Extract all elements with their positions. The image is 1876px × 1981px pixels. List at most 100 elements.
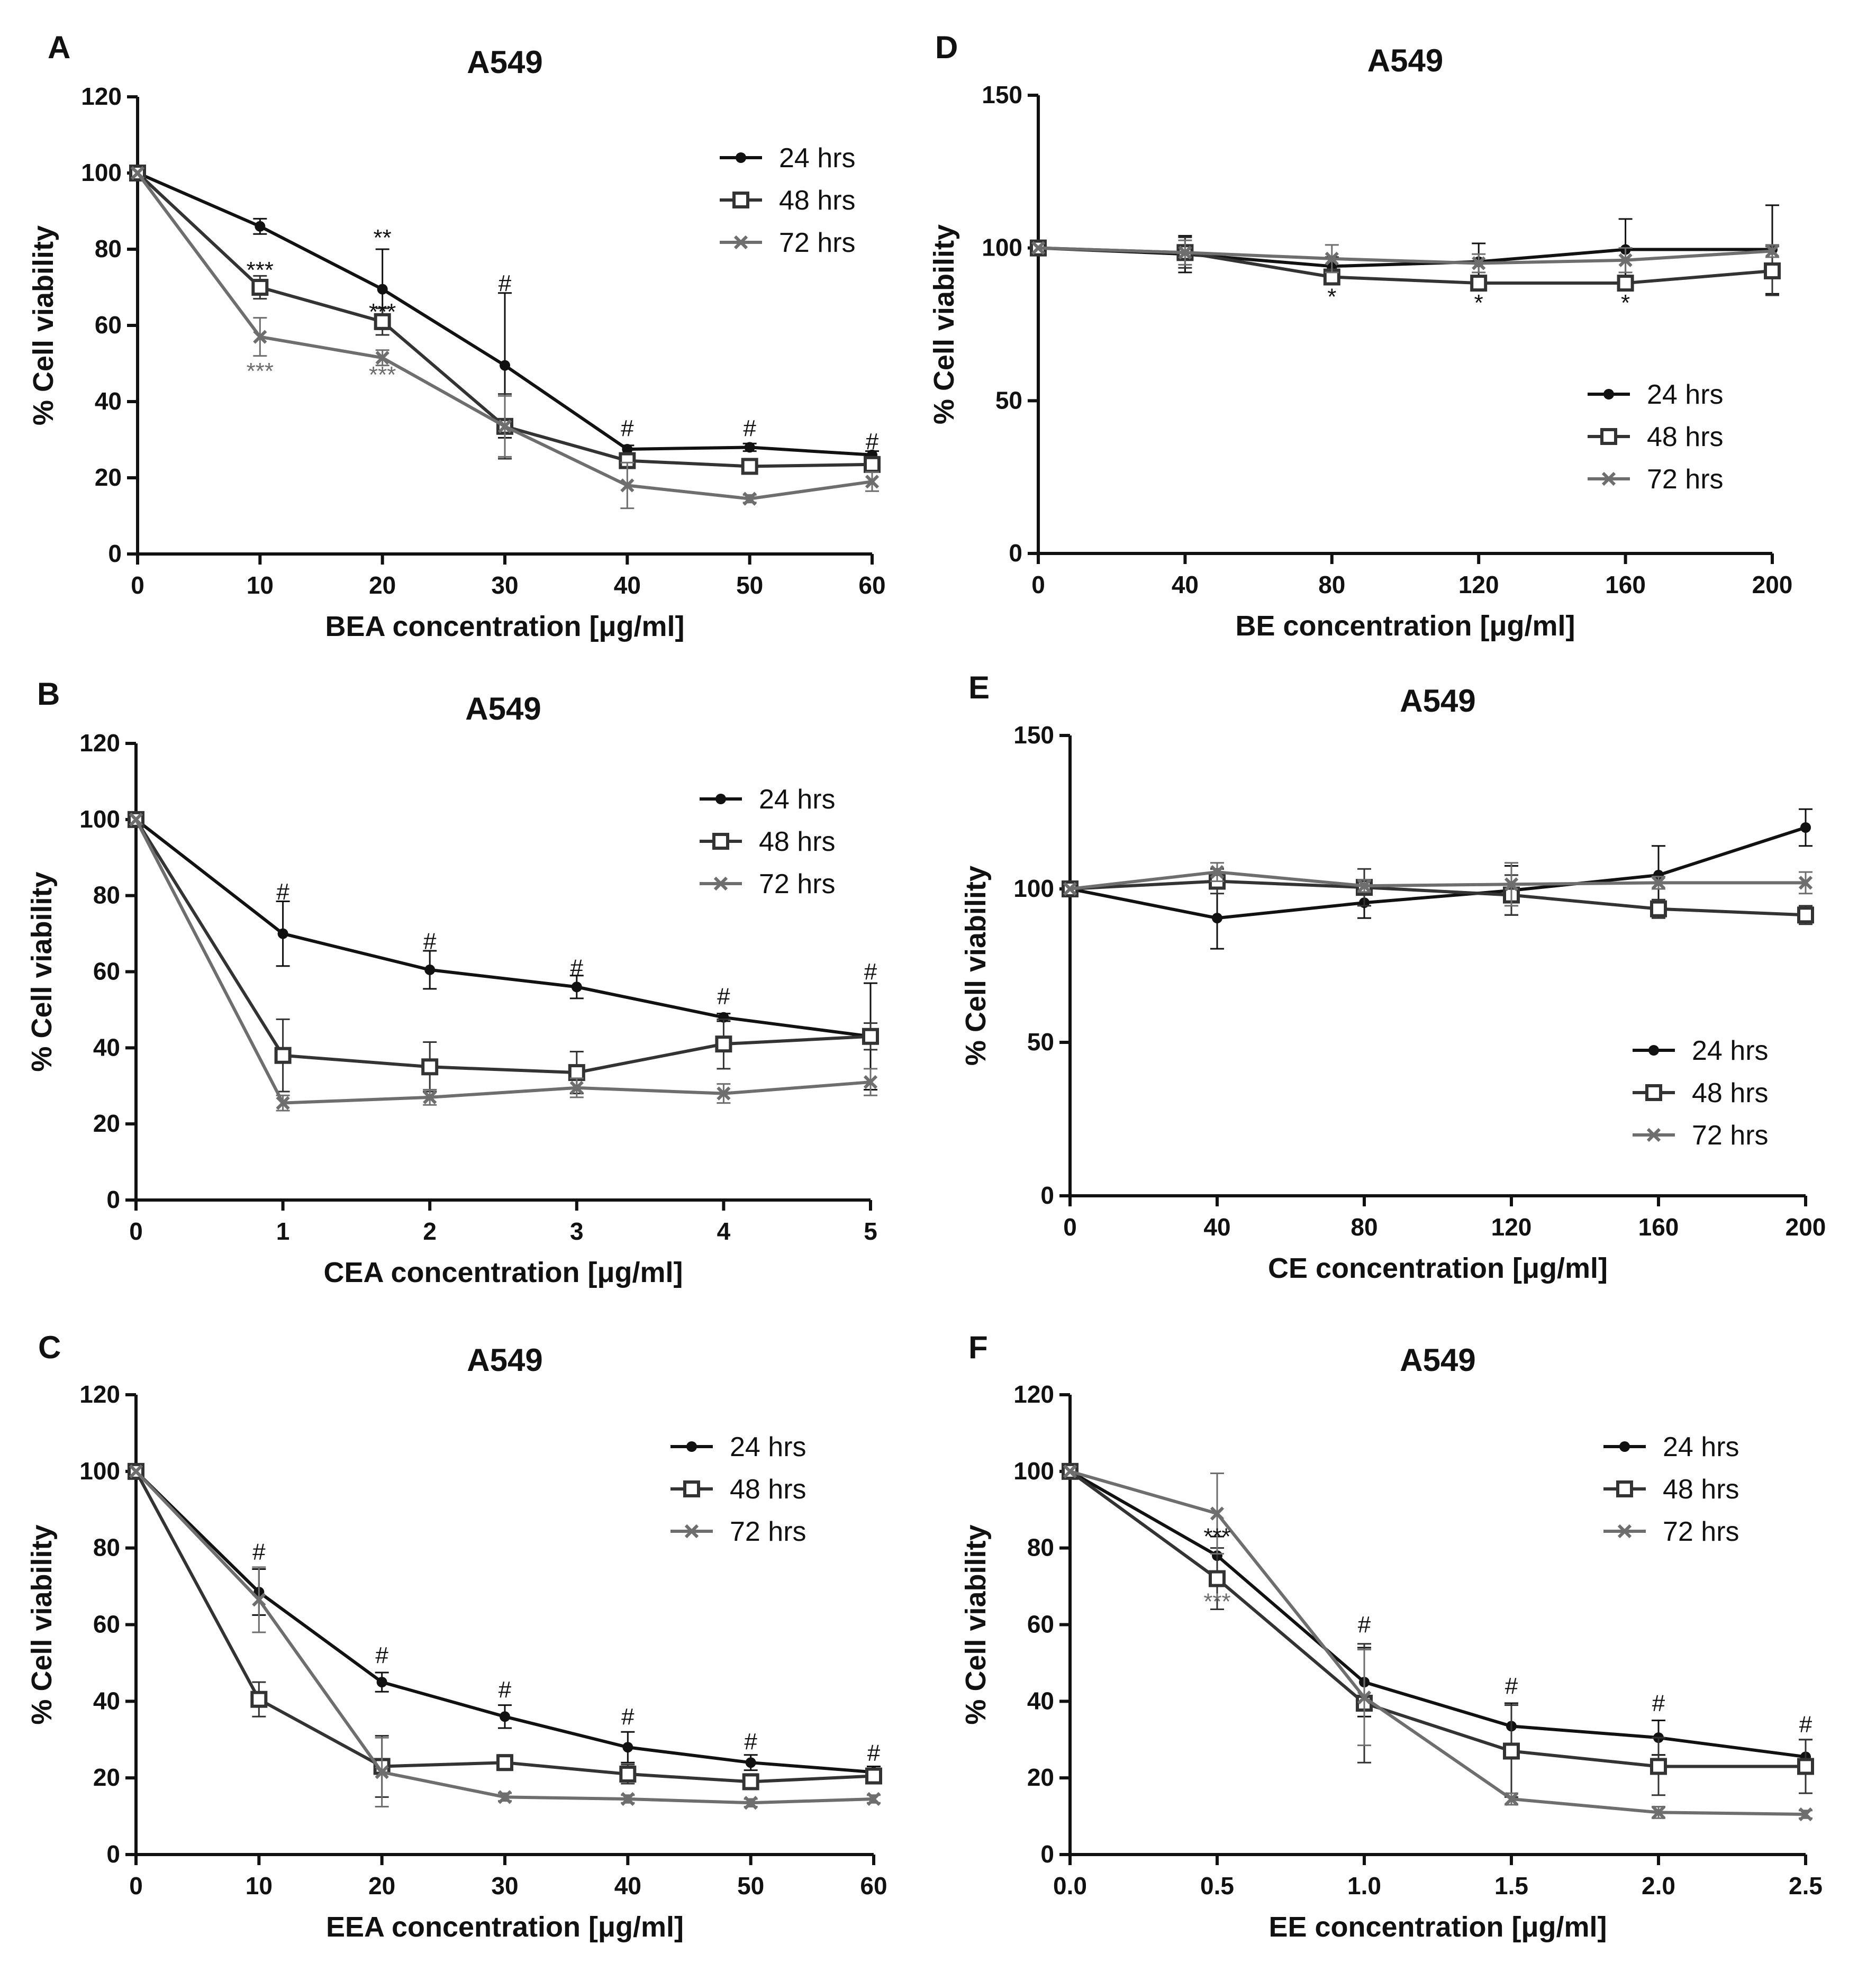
y-tick-label: 50 (1027, 1028, 1054, 1056)
x-tick-label: 20 (369, 571, 396, 599)
significance-marker: *** (1203, 1589, 1230, 1615)
data-point (1653, 869, 1664, 880)
x-tick-label: 1.0 (1347, 1872, 1381, 1900)
data-point (865, 1767, 882, 1785)
chart-title: A549 (1367, 43, 1443, 78)
legend-label: 48 hrs (730, 1474, 806, 1505)
series-line (1070, 879, 1806, 917)
legend-label: 72 hrs (1647, 464, 1724, 495)
y-tick-label: 80 (95, 235, 122, 262)
series-line (1070, 826, 1806, 920)
x-tick-label: 60 (860, 1872, 887, 1900)
x-tick-label: 50 (737, 1872, 764, 1900)
legend-marker (1645, 1084, 1662, 1101)
data-point (1212, 913, 1222, 924)
data-point (130, 166, 145, 180)
data-point (255, 221, 266, 232)
data-point (1063, 1464, 1077, 1478)
y-tick-label: 20 (1027, 1764, 1054, 1791)
y-tick-label: 20 (95, 464, 122, 491)
y-tick-label: 80 (93, 1534, 120, 1561)
x-tick-label: 40 (614, 571, 641, 599)
panel-letter: B (37, 676, 60, 712)
x-tick-label: 30 (491, 571, 518, 599)
x-tick-label: 0 (1031, 571, 1045, 598)
data-point (745, 1757, 756, 1768)
y-tick-label: 100 (1013, 1457, 1054, 1485)
y-tick-label: 100 (79, 1457, 120, 1485)
series-line (135, 818, 871, 1038)
legend-marker (713, 876, 728, 891)
legend-marker (1648, 1045, 1659, 1056)
x-tick-label: 40 (1203, 1213, 1230, 1241)
legend-label: 48 hrs (1647, 422, 1724, 452)
y-tick-label: 100 (81, 159, 122, 186)
legend-marker (712, 833, 729, 850)
x-axis-label: CE concentration [μg/ml] (1268, 1252, 1608, 1284)
y-tick-label: 0 (106, 1840, 120, 1868)
significance-marker: # (499, 270, 512, 296)
y-axis-label: % Cell viability (26, 1524, 58, 1724)
legend-marker (683, 1480, 700, 1497)
y-tick-label: 60 (93, 958, 120, 985)
data-point (621, 1792, 635, 1806)
significance-marker: # (621, 1704, 635, 1730)
legend-label: 24 hrs (1663, 1432, 1739, 1462)
data-point (424, 964, 436, 975)
series-72-hrs (1063, 1464, 1813, 1822)
panel-letter: F (968, 1330, 988, 1365)
data-point (1210, 1506, 1225, 1521)
legend: 24 hrs 48 hrs 72 hrs (700, 784, 836, 899)
legend-label: 24 hrs (1647, 379, 1724, 410)
y-tick-label: 150 (982, 81, 1022, 108)
x-axis-label: BEA concentration [μg/ml] (325, 611, 684, 642)
x-tick-label: 160 (1605, 571, 1646, 598)
significance-marker: # (499, 1677, 512, 1703)
data-point (1651, 876, 1666, 890)
significance-marker: *** (247, 257, 274, 283)
data-point (252, 1593, 266, 1607)
data-point (1798, 1807, 1813, 1822)
x-tick-label: 5 (864, 1217, 877, 1245)
y-tick-label: 60 (1027, 1611, 1054, 1638)
data-point (1618, 253, 1633, 267)
x-tick-label: 200 (1752, 571, 1793, 598)
x-tick-label: 0 (129, 1217, 143, 1245)
data-point (1504, 877, 1519, 892)
legend: 24 hrs 48 hrs 72 hrs (1633, 1035, 1769, 1151)
legend-marker (686, 1441, 697, 1452)
data-point (375, 351, 389, 365)
data-point (250, 1691, 268, 1708)
y-tick-label: 80 (1027, 1534, 1054, 1561)
legend-label: 48 hrs (779, 185, 856, 216)
series-24-hrs (131, 1466, 881, 1779)
y-tick-label: 0 (106, 1186, 120, 1213)
data-point (421, 1058, 439, 1076)
panel-letter: C (38, 1330, 61, 1365)
series-line (134, 819, 871, 1075)
y-tick-label: 0 (108, 540, 122, 567)
series-line (1069, 1470, 1806, 1759)
significance-marker: # (867, 1740, 881, 1766)
data-point (1798, 876, 1813, 890)
data-point (1209, 1570, 1226, 1587)
x-tick-label: 0 (129, 1872, 143, 1900)
y-tick-label: 120 (1013, 1380, 1054, 1408)
chart-title: A549 (467, 1342, 542, 1378)
legend: 24 hrs 48 hrs 72 hrs (1588, 379, 1724, 495)
significance-marker: # (1358, 1612, 1371, 1638)
series-line (1069, 1470, 1806, 1768)
data-point (1617, 275, 1634, 292)
data-point (741, 458, 758, 475)
significance-marker: # (276, 879, 289, 905)
y-tick-label: 120 (81, 83, 122, 110)
y-tick-label: 60 (93, 1611, 120, 1638)
data-point (717, 1086, 731, 1101)
data-point (1503, 1742, 1520, 1760)
legend-label: 72 hrs (759, 869, 836, 899)
y-tick-label: 100 (79, 805, 120, 833)
x-tick-label: 120 (1458, 571, 1499, 598)
data-point (742, 492, 757, 506)
x-tick-label: 80 (1318, 571, 1345, 598)
data-point (1797, 1758, 1814, 1775)
